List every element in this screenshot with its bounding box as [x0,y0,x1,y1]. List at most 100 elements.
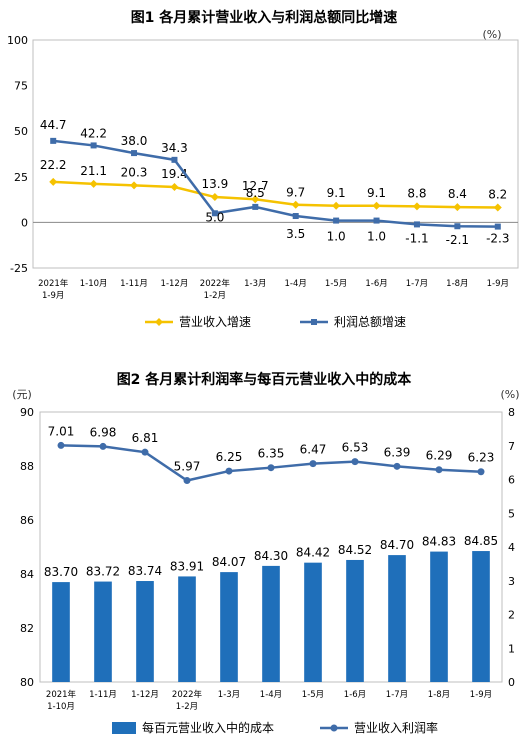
chart-2-line-label: 5.97 [174,460,201,474]
chart-1-data-label: 1.0 [327,230,346,244]
chart-1-x-tick-label: 1-5月 [325,279,347,289]
chart-1-x-tick-label: 1-4月 [285,279,307,289]
chart-1-data-label: 9.7 [286,186,305,200]
chart-1-x-tick-label: 1-10月 [80,279,108,289]
chart-1-legend-label: 利润总额增速 [334,315,406,329]
chart-2-line-point [99,442,107,450]
chart-1-data-label: 8.2 [488,187,507,201]
chart-1-point-revenue [89,179,98,188]
chart-1-series-line [53,139,498,228]
chart-2-line-label: 6.29 [426,449,453,463]
chart-1-data-label: 13.9 [202,177,229,191]
chart-1-point-revenue [291,200,300,209]
chart-2-y-right-tick-label: 8 [508,406,515,419]
chart-2-line-point [141,448,149,456]
chart-2-y-left-tick-label: 86 [20,514,34,527]
chart-2-bar [52,582,70,682]
chart-1-data-label: 3.5 [286,227,305,241]
chart-2-y-left-tick-label: 80 [20,676,34,689]
chart-2-x-tick-label: 2022年 1-2月 [172,689,203,712]
chart-1-point-revenue [372,201,381,210]
chart-2-line-label: 6.53 [342,441,369,455]
chart-1-data-label: 9.1 [367,186,386,200]
chart-2-bar-label: 84.52 [338,543,372,557]
chart-2-x-tick-label: 1-7月 [386,690,408,700]
chart-2-y-right-tick-label: 7 [508,440,515,453]
chart-2-bar-label: 83.91 [170,559,204,573]
chart-2-title: 图2 各月累计利润率与每百元营业收入中的成本 [117,371,413,388]
chart-1-point-revenue [332,201,341,210]
chart-1-point-revenue [210,193,219,202]
chart-2-x-tick-label: 1-11月 [89,690,117,700]
chart-1-point-profit [252,203,259,210]
chart-1-legend: 营业收入增速 利润总额增速 [145,315,406,329]
chart-1-data-label: 8.8 [407,186,426,200]
chart-1-legend-label: 营业收入增速 [179,315,251,329]
chart-1-plot-border [32,39,519,269]
chart-2-line-label: 6.47 [300,443,327,457]
chart-2-bar [220,572,238,682]
chart-2-line-label: 7.01 [48,424,75,438]
chart-2-bar-label: 84.30 [254,549,288,563]
chart-1-x-tick-label: 2021年 1-9月 [38,278,69,301]
chart-2-line-point [477,468,485,476]
chart-2-y-right-tick-label: 5 [508,507,515,520]
chart-1-point-profit [211,210,218,217]
chart-2-bar-label: 84.42 [296,546,330,560]
chart-2-y-left-tick-label: 82 [20,622,34,635]
chart-1-data-label: -1.1 [405,231,428,245]
chart-1-data-label: -2.1 [446,233,469,247]
chart-2-line-label: 6.23 [468,451,495,465]
chart-2-bar-label: 83.74 [128,564,162,578]
chart-1: 图1 各月累计营业收入与利润总额同比增速 (%) -25 0 25 50 75 100 20… [7,9,519,329]
chart-1-point-profit [292,213,299,220]
chart-2-legend-line-marker [330,724,338,732]
chart-1-y-tick-label: 50 [14,125,28,138]
chart-2-line-label: 6.35 [258,447,285,461]
chart-1-data-label: 22.2 [40,158,67,172]
chart-2-line-label: 6.25 [216,450,243,464]
chart-1-point-revenue [453,203,462,212]
chart-1-data-label: 20.3 [121,165,148,179]
chart-1-data-label: -2.3 [486,232,509,246]
chart-1-x-tick-label: 1-7月 [406,279,428,289]
chart-2-bar-label: 83.72 [86,565,120,579]
chart-2-x-tick-label: 1-12月 [131,690,159,700]
chart-2-x-tick-label: 1-6月 [344,690,366,700]
chart-1-data-label: 12.7 [242,179,269,193]
chart-1-data-label: 8.5 [246,186,265,200]
chart-2-x-tick-label: 1-4月 [260,690,282,700]
chart-1-point-profit [90,142,97,149]
chart-2-line-point [183,477,191,485]
chart-2-x-tick-label: 1-9月 [470,690,492,700]
chart-2-x-tick-label: 1-3月 [218,690,240,700]
chart-2: 图2 各月累计利润率与每百元营业收入中的成本 (元) (%) 808284868… [12,371,519,735]
chart-2-bar-label: 84.83 [422,535,456,549]
chart-2-bar [472,551,490,682]
chart-1-series-line [53,180,498,209]
chart-2-x-tick-label: 1-8月 [428,690,450,700]
chart-1-point-revenue [412,202,421,211]
chart-2-line-point [225,467,233,475]
chart-1-point-profit [373,217,380,224]
chart-2-bar-label: 84.07 [212,555,246,569]
chart-2-y-right-tick-label: 3 [508,575,515,588]
chart-2-bar [430,551,448,682]
chart-2-y-right-tick-label: 1 [508,642,515,655]
chart-2-legend-line-label: 营业收入利润率 [354,720,438,735]
chart-1-data-label: 9.1 [327,186,346,200]
chart-1-point-revenue [493,203,502,212]
chart-1-x-tick-label: 1-6月 [365,279,387,289]
chart-1-point-profit [50,137,57,144]
chart-2-legend-bar-swatch [112,722,136,734]
chart-1-point-revenue [49,177,58,186]
chart-1-data-label: 5.0 [205,210,224,224]
chart-2-line-point [435,466,443,474]
chart-1-y-tick-label: 25 [14,171,28,184]
chart-2-bar-label: 83.70 [44,565,78,579]
chart-2-y-right-tick-label: 2 [508,609,515,622]
chart-1-data-label: 34.3 [161,141,188,155]
chart-1-y-tick-label: -25 [10,262,28,275]
chart-2-line-point [309,460,317,468]
